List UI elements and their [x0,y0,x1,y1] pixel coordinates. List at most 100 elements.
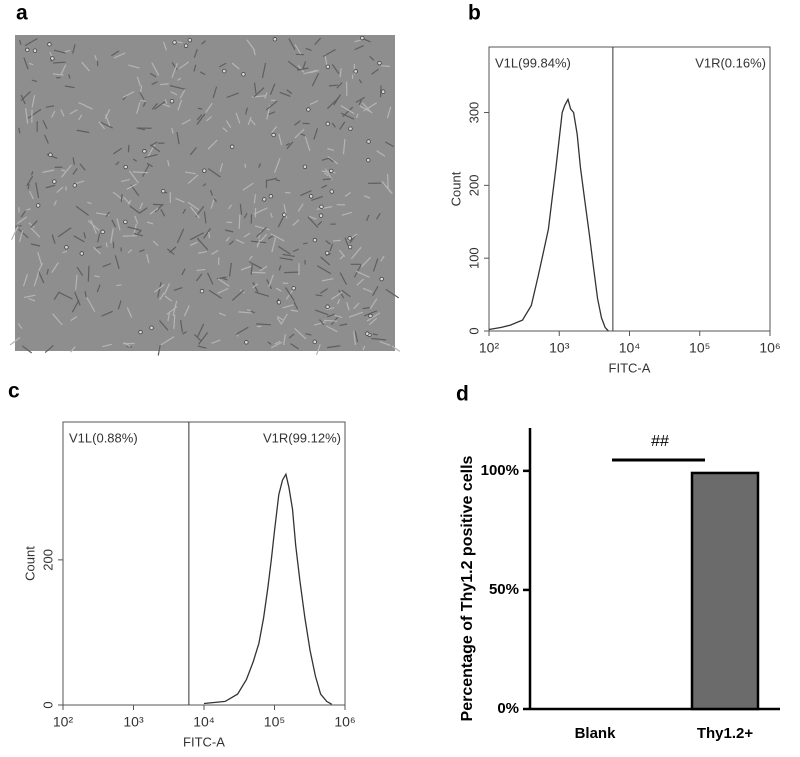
cell-body [100,229,105,235]
cell [250,119,256,126]
cell [315,309,329,316]
cell [176,228,185,244]
cell-body [360,35,365,41]
cell [228,240,235,246]
cell [114,255,120,269]
cell [261,62,267,78]
cell-body [325,64,331,69]
cell [20,210,26,218]
histogram-line [488,97,609,332]
cell [280,313,288,325]
cell [359,105,373,114]
cell [235,112,241,124]
cell [346,302,350,311]
cell [197,323,205,337]
cell [285,191,291,194]
cell [248,261,263,270]
cell [356,270,370,278]
cell [375,212,381,220]
plot-frame [488,46,771,332]
cell [195,273,203,282]
cell [253,82,257,94]
cell [51,110,56,118]
cell [344,192,351,197]
cell [163,283,171,295]
cell [326,307,335,311]
gate-annotation: V1R(99.12%) [263,430,341,445]
cell [140,99,147,102]
cell [331,122,336,128]
cell-body [347,236,352,241]
cell [163,41,168,51]
cell [37,262,44,272]
cell [53,61,66,64]
cell [61,169,66,172]
cell [361,102,371,112]
cell [231,289,245,301]
cell [282,304,294,309]
cell [144,153,158,159]
cell [304,136,311,152]
cell [78,102,87,107]
cell [37,251,43,266]
cell [271,341,283,349]
cell [324,168,333,181]
cell [313,321,326,326]
cell [238,311,252,314]
cell [308,215,317,220]
cell [284,287,295,302]
cell [293,301,299,310]
cell [326,313,335,318]
cell [30,220,38,228]
cell [164,99,168,104]
cell [169,85,186,91]
cell [101,310,113,317]
bar [690,471,760,711]
cell [68,74,71,79]
cell [258,163,262,168]
cell [27,183,30,190]
cell [122,95,128,101]
cell [380,65,390,67]
cell [294,128,305,139]
cell [323,172,329,177]
cell [72,157,75,165]
cell [381,180,392,193]
cell [238,214,241,229]
cell [202,183,207,187]
y-tick-label: 100% [481,462,519,479]
cell [46,268,49,275]
cell [321,170,336,174]
cell-body [325,121,330,126]
cell [247,116,252,125]
cell [127,249,133,254]
cell-body [276,300,282,305]
cell [273,158,281,174]
cell-body [366,157,371,163]
cell [338,289,345,299]
cell [254,225,270,231]
cell [353,302,360,310]
cell [111,219,117,228]
cell [363,195,371,199]
cell [98,121,106,130]
cell [57,227,72,238]
cell [327,156,339,165]
cell [20,94,26,105]
cell [121,178,130,183]
cell-body [160,188,166,194]
cell [305,333,312,336]
cell [29,190,34,200]
cell [146,253,150,264]
cell [45,184,56,189]
cell [18,230,24,243]
cell [341,289,351,298]
cell [42,120,48,130]
cell [122,90,135,98]
cell-body [183,43,189,48]
cell [21,345,33,354]
cell [150,144,161,153]
cell [208,289,222,299]
cell [64,85,75,89]
cell [64,49,71,53]
